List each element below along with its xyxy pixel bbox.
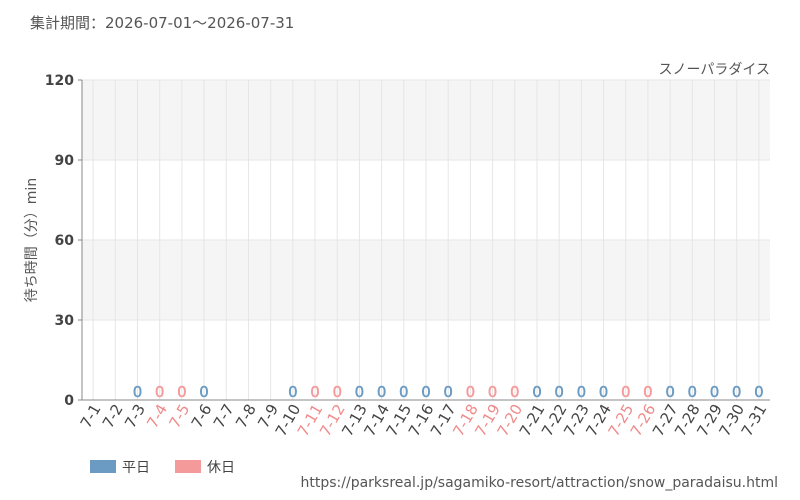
x-tick-label: 7-2 [99,401,127,431]
data-label: 0 [443,383,453,401]
source-url: https://parksreal.jp/sagamiko-resort/att… [301,475,778,491]
data-label: 0 [288,383,298,401]
legend-label: 休日 [207,460,235,476]
x-tick-label: 7-1 [77,401,105,431]
data-label: 0 [355,383,365,401]
data-label: 0 [532,383,542,401]
data-label: 0 [310,383,320,401]
x-tick-label: 7-31 [738,401,771,439]
data-label: 0 [665,383,675,401]
data-label: 0 [466,383,476,401]
data-label: 0 [710,383,720,401]
data-label: 0 [510,383,520,401]
x-tick-label: 7-4 [143,401,171,431]
data-label: 0 [577,383,587,401]
data-label: 0 [133,383,143,401]
chart-subtitle: スノーパラダイス [659,62,770,78]
legend-label: 平日 [122,460,150,476]
x-tick-label: 7-8 [232,401,260,431]
data-label: 0 [377,383,387,401]
y-tick-label: 120 [45,73,74,89]
y-tick-label: 30 [55,313,75,329]
y-tick-label: 90 [55,153,75,169]
data-label: 0 [155,383,165,401]
data-label: 0 [732,383,742,401]
x-tick-label: 7-6 [188,401,216,431]
legend-swatch [175,460,201,473]
data-label: 0 [332,383,342,401]
data-label: 0 [421,383,431,401]
y-axis-label: 待ち時間（分）min [24,178,40,302]
data-label: 0 [399,383,409,401]
data-label: 0 [643,383,653,401]
x-tick-label: 7-7 [210,401,238,431]
y-tick-label: 60 [55,233,75,249]
x-tick-label: 7-5 [165,401,193,431]
data-label: 0 [754,383,764,401]
data-label: 0 [621,383,631,401]
y-tick-label: 0 [64,393,74,409]
data-label: 0 [177,383,187,401]
data-label: 0 [688,383,698,401]
chart-title: 集計期間：2026-07-01～2026-07-31 [30,14,294,32]
data-label: 0 [488,383,498,401]
data-label: 0 [199,383,209,401]
x-tick-label: 7-3 [121,401,149,431]
legend-swatch [90,460,116,473]
data-label: 0 [599,383,609,401]
data-label: 0 [554,383,564,401]
